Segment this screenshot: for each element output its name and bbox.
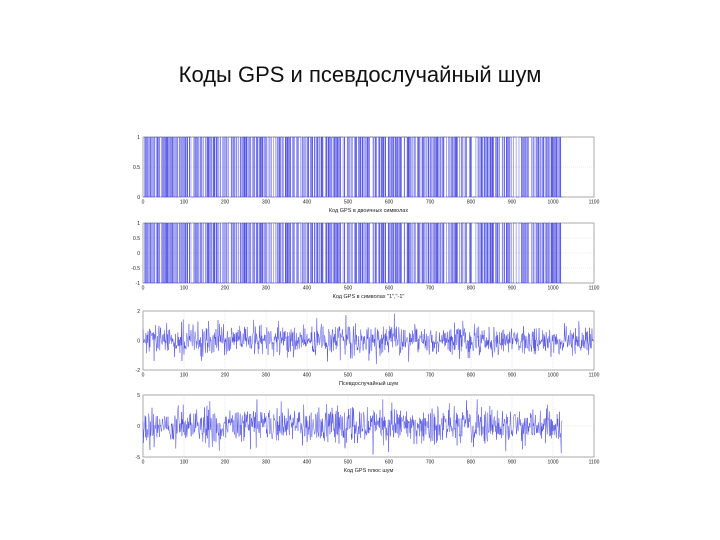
- plot-4: 0 100 200 300 400 500 600 700 800 900 1000 1100-505…: [136, 393, 600, 474]
- plot-1: 0 100 200 300 400 500 600 700 800 900 1000 1100 0 0.5…: [133, 135, 600, 214]
- x-tick-label: 700: [426, 460, 435, 466]
- x-tick-label: 100: [180, 460, 189, 466]
- y-tick-label: 0.5: [133, 236, 140, 242]
- y-tick-label: -0.5: [131, 266, 140, 272]
- x-axis-label: Код GPS плюс шум: [344, 468, 394, 474]
- x-tick-label: 900: [508, 286, 517, 292]
- x-tick-label: 1000: [547, 200, 558, 206]
- y-tick-label: 2: [137, 309, 140, 315]
- x-tick-label: 600: [385, 286, 394, 292]
- x-tick-label: 300: [262, 460, 271, 466]
- y-tick-label: 0: [137, 251, 140, 257]
- y-tick-label: 1: [137, 221, 140, 227]
- x-tick-label: 100: [180, 373, 189, 379]
- x-tick-label: 1100: [589, 373, 600, 379]
- x-tick-label: 1000: [547, 460, 558, 466]
- x-tick-label: 900: [508, 460, 517, 466]
- x-tick-label: 400: [303, 200, 312, 206]
- y-tick-label: 1: [137, 135, 140, 141]
- x-tick-label: 700: [426, 373, 435, 379]
- plot-2: 0 100 200 300 400 500 600 700 800 900 1000 1100 -1 -0…: [131, 221, 599, 300]
- x-tick-label: 1100: [589, 460, 600, 466]
- x-tick-label: 300: [262, 286, 271, 292]
- x-tick-label: 0: [142, 200, 145, 206]
- x-tick-label: 1100: [589, 286, 600, 292]
- x-tick-label: 100: [180, 200, 189, 206]
- x-tick-label: 0: [142, 460, 145, 466]
- y-tick-label: -5: [136, 455, 141, 461]
- x-tick-label: 800: [467, 200, 476, 206]
- x-tick-label: 300: [262, 373, 271, 379]
- x-tick-label: 400: [303, 373, 312, 379]
- y-tick-label: 0: [137, 338, 140, 344]
- x-tick-label: 500: [344, 286, 353, 292]
- x-tick-label: 400: [303, 286, 312, 292]
- y-tick-label: -2: [136, 368, 141, 374]
- y-tick-label: -1: [136, 281, 141, 287]
- x-tick-label: 300: [262, 200, 271, 206]
- x-tick-label: 600: [385, 200, 394, 206]
- x-tick-label: 200: [221, 200, 230, 206]
- series-line: [142, 313, 594, 365]
- y-tick-label: 0: [137, 424, 140, 430]
- x-tick-label: 700: [426, 286, 435, 292]
- series-line: [142, 399, 563, 455]
- x-axis-label: Код GPS в двоичных символах: [329, 208, 408, 214]
- y-tick-label: 5: [137, 393, 140, 399]
- x-axis-label: Код GPS в символах "1","-1": [333, 294, 405, 300]
- x-tick-label: 0: [142, 286, 145, 292]
- x-tick-label: 200: [221, 460, 230, 466]
- x-tick-label: 1100: [589, 200, 600, 206]
- x-tick-label: 600: [385, 460, 394, 466]
- slide-title: Коды GPS и псевдослучайный шум: [178, 62, 542, 87]
- x-tick-label: 900: [508, 200, 517, 206]
- x-tick-label: 700: [426, 200, 435, 206]
- x-tick-label: 800: [467, 286, 476, 292]
- series-line: [143, 222, 563, 284]
- x-tick-label: 400: [303, 460, 312, 466]
- x-tick-label: 800: [467, 373, 476, 379]
- x-tick-label: 0: [142, 373, 145, 379]
- x-tick-label: 1000: [547, 373, 558, 379]
- y-tick-label: 0: [137, 195, 140, 201]
- x-tick-label: 200: [221, 286, 230, 292]
- series-line: [143, 136, 563, 198]
- x-tick-label: 1000: [547, 286, 558, 292]
- x-tick-label: 800: [467, 460, 476, 466]
- x-tick-label: 600: [385, 373, 394, 379]
- x-tick-label: 200: [221, 373, 230, 379]
- y-tick-label: 0.5: [133, 165, 140, 171]
- x-tick-label: 500: [344, 460, 353, 466]
- x-axis-label: Псевдослучайный шум: [339, 380, 398, 387]
- x-tick-label: 500: [344, 200, 353, 206]
- x-tick-label: 900: [508, 373, 517, 379]
- plot-3: 0 100 200 300 400 500 600 700 800 900 1000 1100-202…: [136, 309, 600, 387]
- x-tick-label: 500: [344, 373, 353, 379]
- x-tick-label: 100: [180, 286, 189, 292]
